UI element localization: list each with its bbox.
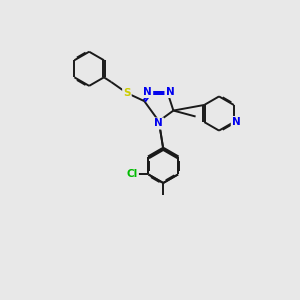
Text: S: S [123, 88, 131, 98]
Text: N: N [232, 117, 241, 127]
Text: N: N [166, 87, 174, 97]
Text: N: N [154, 118, 163, 128]
Text: N: N [143, 87, 152, 97]
Text: Cl: Cl [127, 169, 138, 179]
